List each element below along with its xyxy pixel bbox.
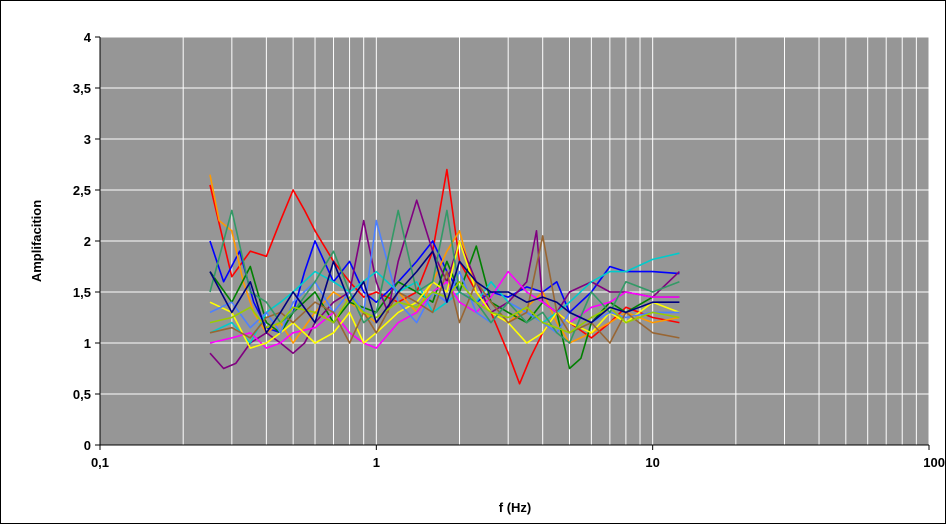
y-tick-label: 3,5 xyxy=(73,81,91,96)
y-tick-label: 2,5 xyxy=(73,183,91,198)
y-tick-label: 0,5 xyxy=(73,387,91,402)
y-tick-label: 1,5 xyxy=(73,285,91,300)
series-lines xyxy=(209,168,680,385)
y-tick-label: 1 xyxy=(84,336,91,351)
x-tick-label: 10 xyxy=(645,455,659,470)
x-tick-label: 100 xyxy=(923,455,945,470)
y-axis-title: Amplifacition xyxy=(29,200,44,282)
series-line-4 xyxy=(209,245,680,370)
x-tick-label: 0,1 xyxy=(91,455,109,470)
tick-labels: 0 0,5 1 1,5 2 2,5 3 3,5 4 0,1 1 10 100 xyxy=(73,30,945,470)
axes xyxy=(95,36,930,450)
y-tick-label: 0 xyxy=(84,438,91,453)
series-line-13 xyxy=(209,250,680,334)
x-axis-title: f (Hz) xyxy=(499,500,532,515)
gridlines xyxy=(100,36,930,445)
y-tick-label: 3 xyxy=(84,132,91,147)
x-tick-label: 1 xyxy=(373,455,380,470)
y-tick-label: 2 xyxy=(84,234,91,249)
series-line-5 xyxy=(209,199,680,370)
series-line-12 xyxy=(209,280,680,334)
y-tick-label: 4 xyxy=(84,30,92,45)
